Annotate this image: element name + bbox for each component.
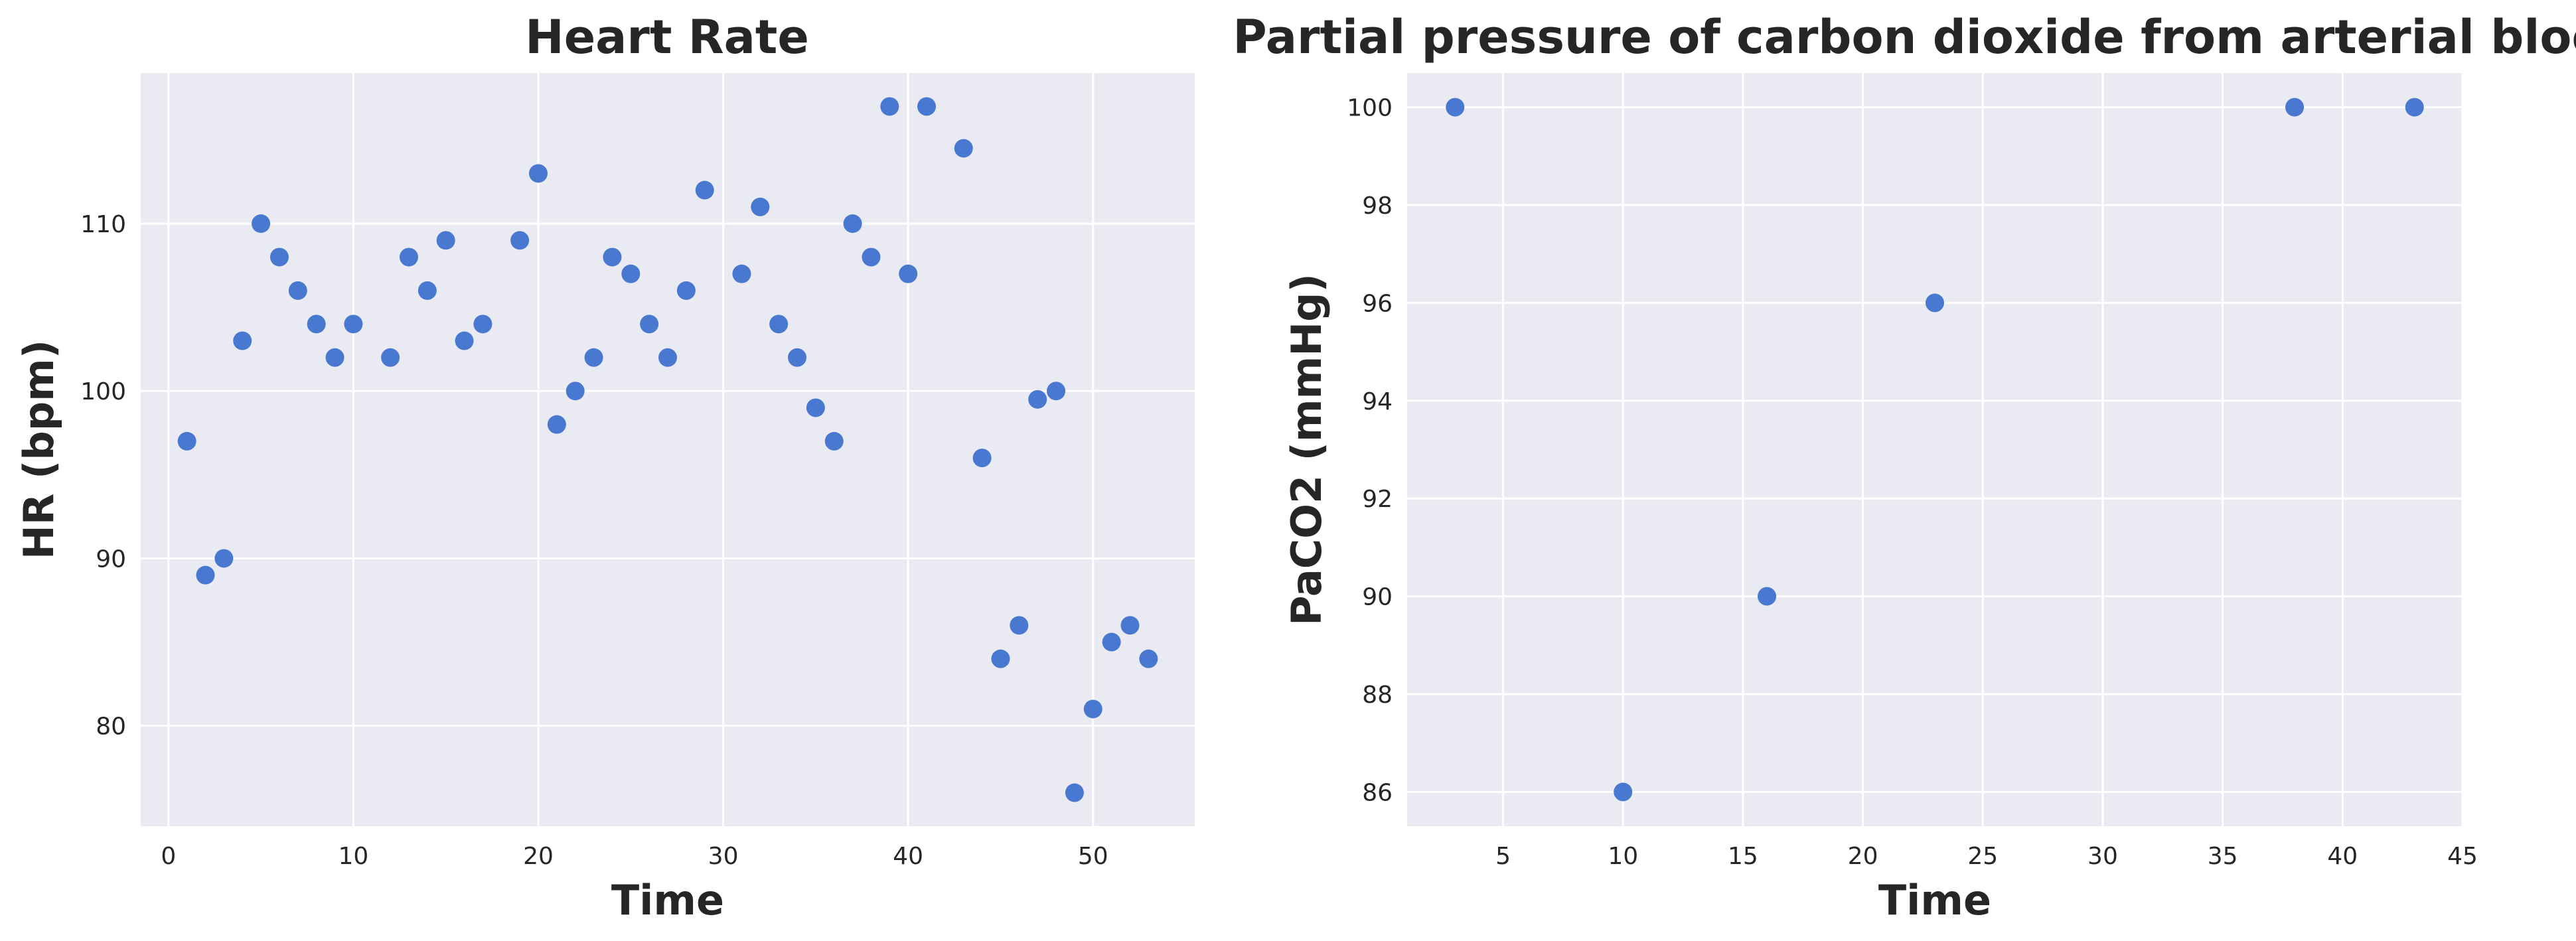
data-point	[455, 331, 474, 350]
y-tick-label: 90	[1362, 584, 1393, 611]
data-point	[1083, 699, 1102, 719]
x-tick-label: 50	[1078, 843, 1108, 870]
y-tick-label: 88	[1362, 682, 1393, 709]
y-tick-label: 86	[1362, 779, 1393, 806]
data-point	[1065, 783, 1084, 802]
data-point	[880, 97, 899, 116]
paco2-chart: 5 10 15 20 25 30 35 40 45 86 88 90 92 94 96 98 100 Partia…	[1233, 10, 2576, 924]
data-point	[177, 431, 196, 451]
data-point	[676, 281, 696, 300]
x-tick-label: 45	[2447, 843, 2478, 870]
data-point	[899, 264, 918, 283]
data-point	[972, 449, 992, 468]
data-point	[991, 649, 1010, 668]
y-tick-label: 100	[80, 378, 126, 405]
x-tick-label: 20	[1848, 843, 1878, 870]
data-point	[2285, 98, 2305, 117]
data-point	[252, 214, 271, 233]
data-point	[2405, 98, 2424, 117]
data-point	[824, 431, 844, 451]
x-tick-label: 40	[893, 843, 923, 870]
data-point	[307, 315, 326, 334]
data-point	[862, 248, 881, 267]
data-point	[658, 348, 677, 367]
data-point	[417, 281, 437, 300]
data-point	[381, 348, 400, 367]
data-point	[1614, 782, 1633, 802]
x-tick-label: 10	[1608, 843, 1638, 870]
y-tick-label: 100	[1347, 95, 1393, 122]
data-point	[695, 181, 714, 200]
x-tick-label: 30	[2087, 843, 2118, 870]
x-tick-label: 0	[161, 843, 176, 870]
data-point	[1446, 98, 1465, 117]
x-tick-label: 30	[708, 843, 739, 870]
data-point	[344, 315, 363, 334]
data-point	[233, 331, 252, 350]
y-tick-label: 98	[1362, 192, 1393, 220]
x-tick-label: 5	[1495, 843, 1511, 870]
data-point	[1139, 649, 1158, 668]
y-tick-label: 110	[80, 211, 126, 238]
plot-area	[141, 73, 1195, 826]
data-point	[1010, 616, 1029, 635]
data-point	[1028, 390, 1047, 409]
data-point	[640, 315, 659, 334]
data-point	[917, 97, 937, 116]
data-point	[732, 264, 751, 283]
y-tick-label: 94	[1362, 388, 1393, 415]
y-tick-label: 92	[1362, 486, 1393, 513]
y-axis-label: HR (bpm)	[15, 340, 63, 559]
y-axis-label: PaCO2 (mmHg)	[1282, 273, 1331, 626]
plot-area	[1407, 73, 2462, 826]
data-point	[788, 348, 807, 367]
data-point	[473, 315, 492, 334]
data-point	[806, 398, 825, 417]
data-point	[196, 565, 215, 585]
data-point	[510, 231, 530, 250]
x-axis-label: Time	[1878, 876, 1991, 924]
data-point	[269, 248, 289, 267]
data-point	[566, 382, 585, 401]
heart-rate-chart: 0 10 20 30 40 50 80 90 100 110 Heart Rate Time HR (b…	[15, 10, 1195, 924]
data-point	[436, 231, 455, 250]
data-point	[1047, 382, 1066, 401]
x-tick-label: 10	[338, 843, 368, 870]
data-point	[325, 348, 344, 367]
data-point	[547, 415, 566, 434]
y-tick-label: 90	[96, 545, 126, 573]
data-point	[1102, 632, 1121, 652]
chart-title: Partial pressure of carbon dioxide from …	[1233, 10, 2576, 64]
data-point	[621, 264, 641, 283]
x-tick-label: 20	[523, 843, 554, 870]
chart-title: Heart Rate	[525, 10, 809, 64]
x-tick-label: 25	[1967, 843, 1998, 870]
y-tick-label: 96	[1362, 290, 1393, 317]
data-point	[1120, 616, 1140, 635]
x-tick-label: 40	[2327, 843, 2358, 870]
x-tick-label: 35	[2208, 843, 2238, 870]
data-point	[751, 197, 770, 216]
data-point	[288, 281, 307, 300]
data-point	[954, 139, 973, 158]
data-point	[1926, 293, 1944, 313]
x-tick-label: 15	[1728, 843, 1758, 870]
data-point	[214, 549, 234, 568]
data-point	[399, 248, 418, 267]
data-point	[843, 214, 862, 233]
data-point	[528, 164, 548, 183]
y-tick-label: 80	[96, 713, 126, 741]
x-axis-label: Time	[611, 876, 724, 924]
data-point	[603, 248, 622, 267]
data-point	[769, 315, 789, 334]
data-point	[584, 348, 603, 367]
data-point	[1758, 587, 1777, 606]
